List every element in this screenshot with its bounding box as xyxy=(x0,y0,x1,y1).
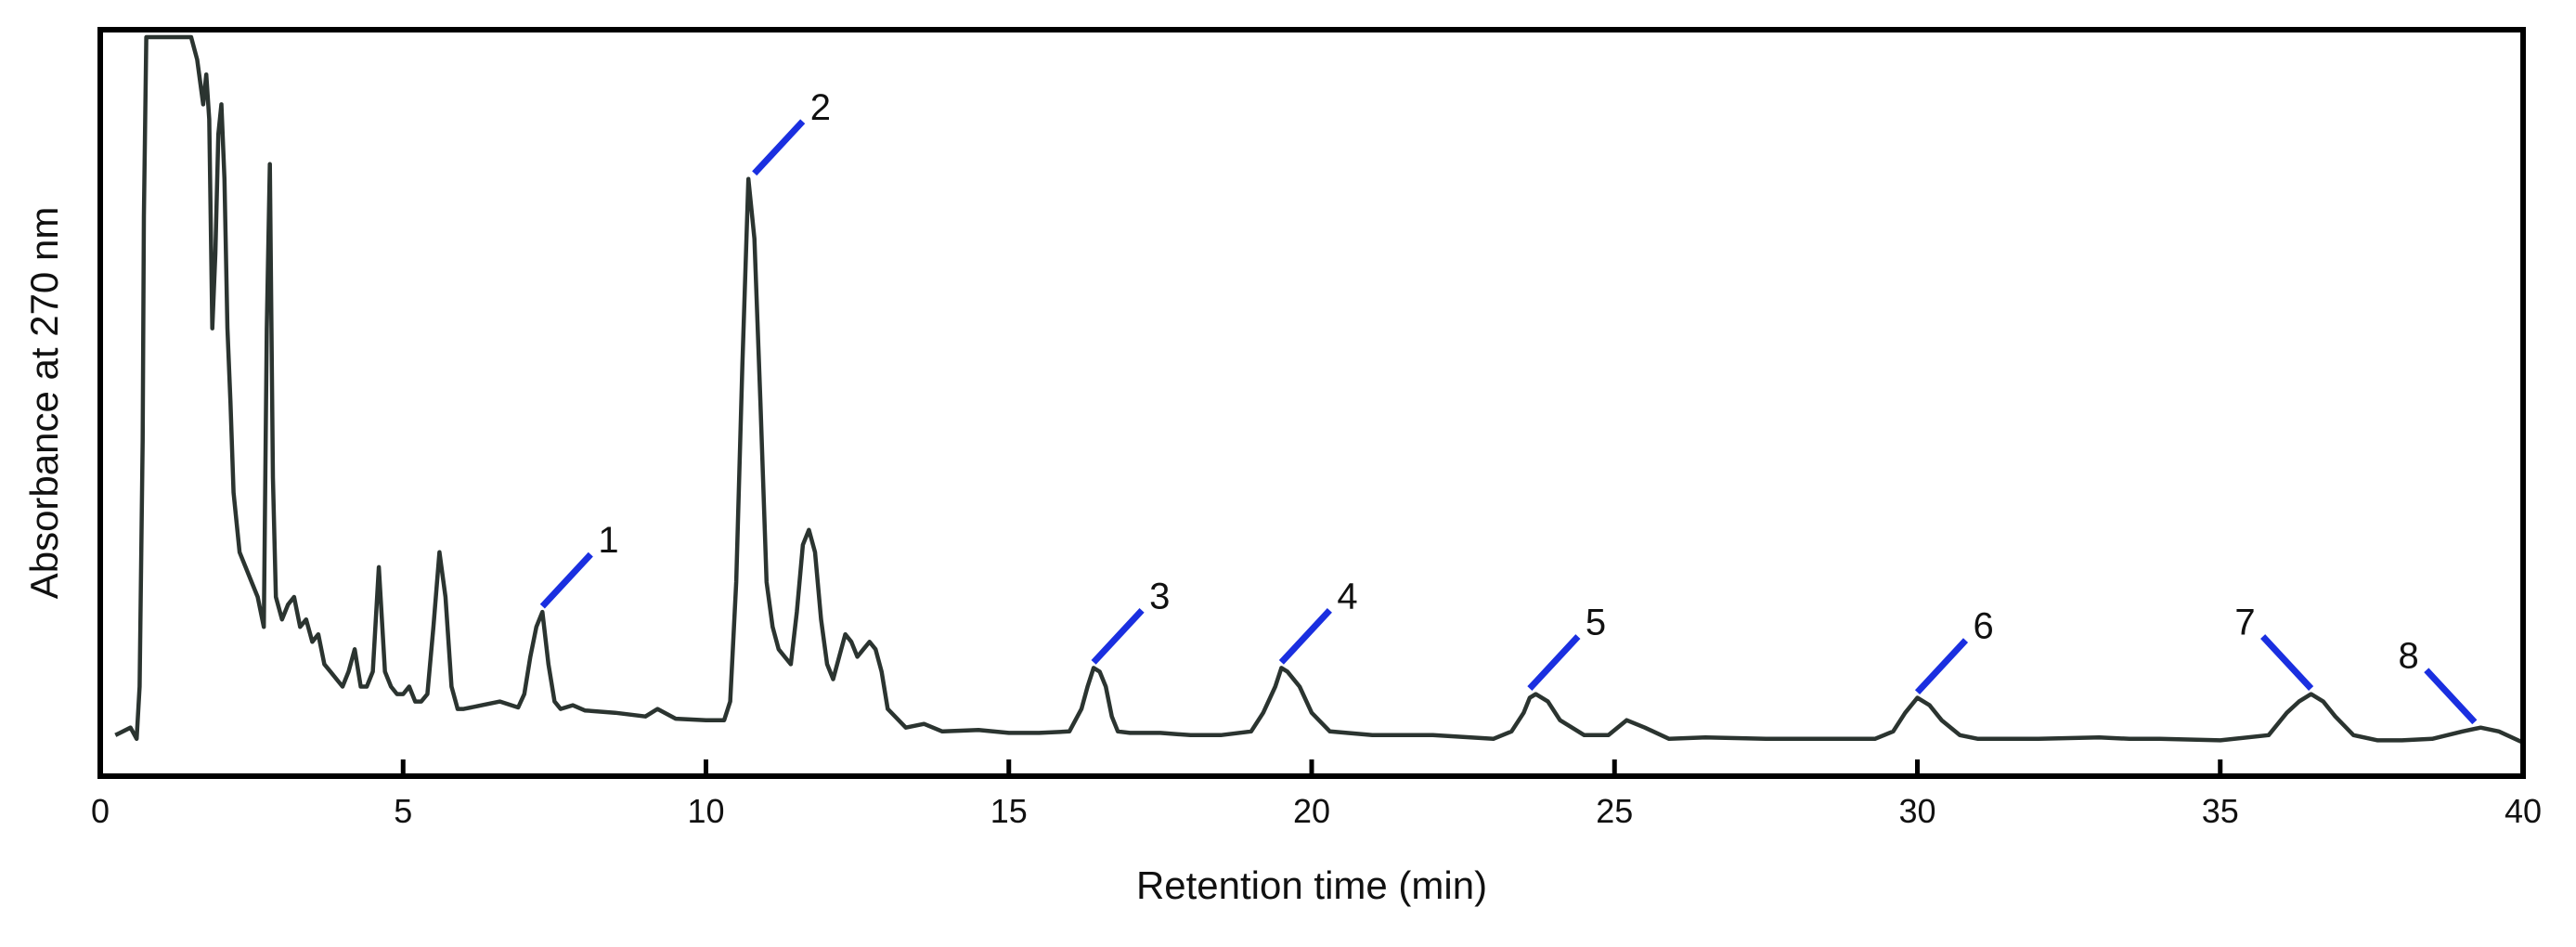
x-tick-label: 20 xyxy=(1293,792,1330,830)
peak-leader-line xyxy=(1914,638,1969,694)
peak-label: 7 xyxy=(2234,603,2255,643)
trace-layer xyxy=(114,34,2523,745)
chromatogram-trace xyxy=(114,34,2523,745)
peak-leader-line xyxy=(539,551,593,609)
x-tick-label: 40 xyxy=(2505,792,2542,830)
y-axis-label: Absorbance at 270 nm xyxy=(22,207,66,600)
x-tick-label: 0 xyxy=(91,792,110,830)
x-axis-ticks: 0 5 10 15 20 25 30 35 40 xyxy=(91,759,2542,830)
peak-label: 5 xyxy=(1586,603,1606,643)
peak-leader-line xyxy=(752,119,806,176)
peak-label: 2 xyxy=(810,87,831,128)
peak-leader-line xyxy=(1278,608,1332,665)
plot-frame xyxy=(97,27,2526,779)
peak-leader-line xyxy=(2424,668,2478,725)
peak-annotations: 1 2 3 4 5 6 7 8 xyxy=(539,87,2478,725)
peak-label: 6 xyxy=(1974,606,1994,647)
peak-label: 4 xyxy=(1337,576,1357,616)
x-tick-label: 15 xyxy=(990,792,1028,830)
peak-label: 1 xyxy=(598,520,618,561)
peak-label: 8 xyxy=(2399,636,2419,677)
x-tick-label: 10 xyxy=(687,792,724,830)
x-axis-label: Retention time (min) xyxy=(1136,863,1487,907)
peak-leader-line xyxy=(2260,634,2314,691)
peak-label: 3 xyxy=(1149,576,1170,616)
x-tick-label: 25 xyxy=(1596,792,1633,830)
x-tick-label: 5 xyxy=(394,792,412,830)
peak-leader-line xyxy=(1091,608,1145,665)
x-tick-label: 35 xyxy=(2202,792,2239,830)
peak-leader-line xyxy=(1527,634,1581,691)
x-tick-label: 30 xyxy=(1898,792,1935,830)
